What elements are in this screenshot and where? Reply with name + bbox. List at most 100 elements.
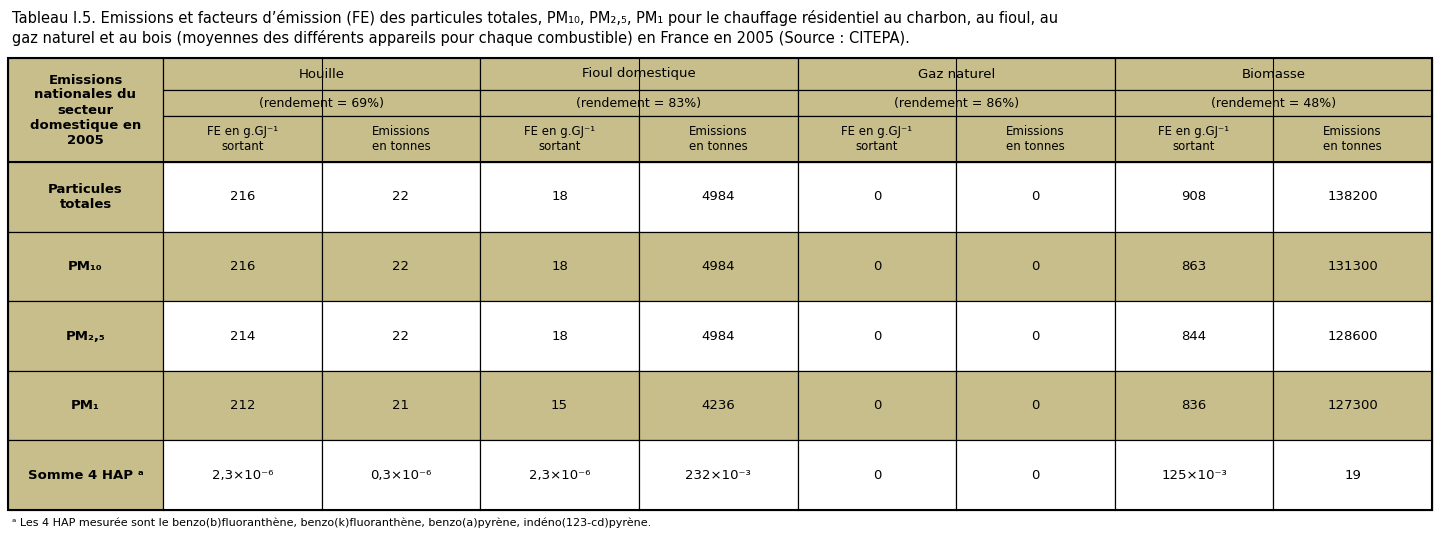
Bar <box>9 232 163 301</box>
Bar <box>798 58 1115 90</box>
Bar <box>163 440 321 510</box>
Bar <box>956 162 1115 232</box>
Text: 0: 0 <box>873 329 881 343</box>
Bar <box>163 162 321 232</box>
Text: Gaz naturel: Gaz naturel <box>917 68 995 81</box>
Text: 216: 216 <box>229 191 255 203</box>
Bar <box>481 440 639 510</box>
Bar <box>1115 162 1273 232</box>
Text: 0: 0 <box>873 399 881 412</box>
Bar <box>639 232 798 301</box>
Text: Somme 4 HAP ᵃ: Somme 4 HAP ᵃ <box>27 469 144 481</box>
Text: (rendement = 48%): (rendement = 48%) <box>1211 97 1336 109</box>
Text: 2,3×10⁻⁶: 2,3×10⁻⁶ <box>212 469 274 481</box>
Text: 0: 0 <box>1031 469 1040 481</box>
Text: PM₁: PM₁ <box>71 399 99 412</box>
Text: 18: 18 <box>552 260 567 273</box>
Text: 0: 0 <box>873 260 881 273</box>
Text: 0: 0 <box>1031 399 1040 412</box>
Text: Emissions
en tonnes: Emissions en tonnes <box>1007 125 1064 153</box>
Bar <box>481 232 639 301</box>
Text: FE en g.GJ⁻¹
sortant: FE en g.GJ⁻¹ sortant <box>1159 125 1230 153</box>
Text: FE en g.GJ⁻¹
sortant: FE en g.GJ⁻¹ sortant <box>207 125 278 153</box>
Bar <box>798 232 956 301</box>
Text: 131300: 131300 <box>1328 260 1378 273</box>
Bar <box>9 371 163 440</box>
Text: 0,3×10⁻⁶: 0,3×10⁻⁶ <box>370 469 432 481</box>
Text: 22: 22 <box>393 260 409 273</box>
Text: 214: 214 <box>229 329 255 343</box>
Bar <box>956 440 1115 510</box>
Bar <box>956 301 1115 371</box>
Bar <box>9 301 163 371</box>
Bar <box>956 232 1115 301</box>
Bar <box>163 58 481 90</box>
Text: 138200: 138200 <box>1328 191 1378 203</box>
Bar <box>481 90 798 116</box>
Text: Emissions
nationales du
secteur
domestique en
2005: Emissions nationales du secteur domestiq… <box>30 74 141 147</box>
Bar <box>1273 162 1431 232</box>
Text: 0: 0 <box>1031 260 1040 273</box>
Bar <box>163 116 321 162</box>
Bar <box>321 301 481 371</box>
Text: 863: 863 <box>1181 260 1207 273</box>
Bar <box>481 58 798 90</box>
Text: 844: 844 <box>1181 329 1207 343</box>
Text: 18: 18 <box>552 329 567 343</box>
Text: 19: 19 <box>1345 469 1361 481</box>
Text: Emissions
en tonnes: Emissions en tonnes <box>688 125 747 153</box>
Bar <box>1115 58 1431 90</box>
Text: 216: 216 <box>229 260 255 273</box>
Text: PM₁₀: PM₁₀ <box>68 260 102 273</box>
Bar <box>9 162 163 232</box>
Text: 21: 21 <box>393 399 409 412</box>
Text: 22: 22 <box>393 329 409 343</box>
Text: gaz naturel et au bois (moyennes des différents appareils pour chaque combustibl: gaz naturel et au bois (moyennes des dif… <box>12 30 910 46</box>
Text: 4984: 4984 <box>701 329 734 343</box>
Text: FE en g.GJ⁻¹
sortant: FE en g.GJ⁻¹ sortant <box>524 125 595 153</box>
Bar <box>481 371 639 440</box>
Bar <box>9 58 1431 510</box>
Bar <box>9 440 163 510</box>
Bar <box>1273 232 1431 301</box>
Bar <box>798 371 956 440</box>
Text: 0: 0 <box>1031 329 1040 343</box>
Text: (rendement = 83%): (rendement = 83%) <box>576 97 701 109</box>
Text: 4984: 4984 <box>701 191 734 203</box>
Bar <box>639 162 798 232</box>
Bar <box>321 116 481 162</box>
Text: Fioul domestique: Fioul domestique <box>582 68 696 81</box>
Text: 128600: 128600 <box>1328 329 1378 343</box>
Text: Houille: Houille <box>298 68 344 81</box>
Text: (rendement = 86%): (rendement = 86%) <box>894 97 1018 109</box>
Bar <box>1115 371 1273 440</box>
Bar <box>1115 116 1273 162</box>
Bar <box>321 371 481 440</box>
Text: Biomasse: Biomasse <box>1241 68 1306 81</box>
Bar <box>639 371 798 440</box>
Text: 0: 0 <box>1031 191 1040 203</box>
Text: 836: 836 <box>1181 399 1207 412</box>
Bar <box>321 440 481 510</box>
Text: Emissions
en tonnes: Emissions en tonnes <box>372 125 431 153</box>
Bar <box>1273 301 1431 371</box>
Text: Emissions
en tonnes: Emissions en tonnes <box>1323 125 1382 153</box>
Text: PM₂,₅: PM₂,₅ <box>66 329 105 343</box>
Bar <box>798 301 956 371</box>
Text: 15: 15 <box>552 399 567 412</box>
Text: (rendement = 69%): (rendement = 69%) <box>259 97 384 109</box>
Text: 4984: 4984 <box>701 260 734 273</box>
Text: 2,3×10⁻⁶: 2,3×10⁻⁶ <box>528 469 590 481</box>
Text: 127300: 127300 <box>1328 399 1378 412</box>
Bar <box>639 440 798 510</box>
Bar <box>481 116 639 162</box>
Bar <box>321 232 481 301</box>
Text: 0: 0 <box>873 191 881 203</box>
Bar <box>163 232 321 301</box>
Bar <box>639 116 798 162</box>
Bar <box>1273 440 1431 510</box>
Bar <box>1115 232 1273 301</box>
Bar <box>1273 371 1431 440</box>
Text: Particules
totales: Particules totales <box>48 183 122 211</box>
Text: ᵃ Les 4 HAP mesurée sont le benzo(b)fluoranthène, benzo(k)fluoranthène, benzo(a): ᵃ Les 4 HAP mesurée sont le benzo(b)fluo… <box>12 518 651 529</box>
